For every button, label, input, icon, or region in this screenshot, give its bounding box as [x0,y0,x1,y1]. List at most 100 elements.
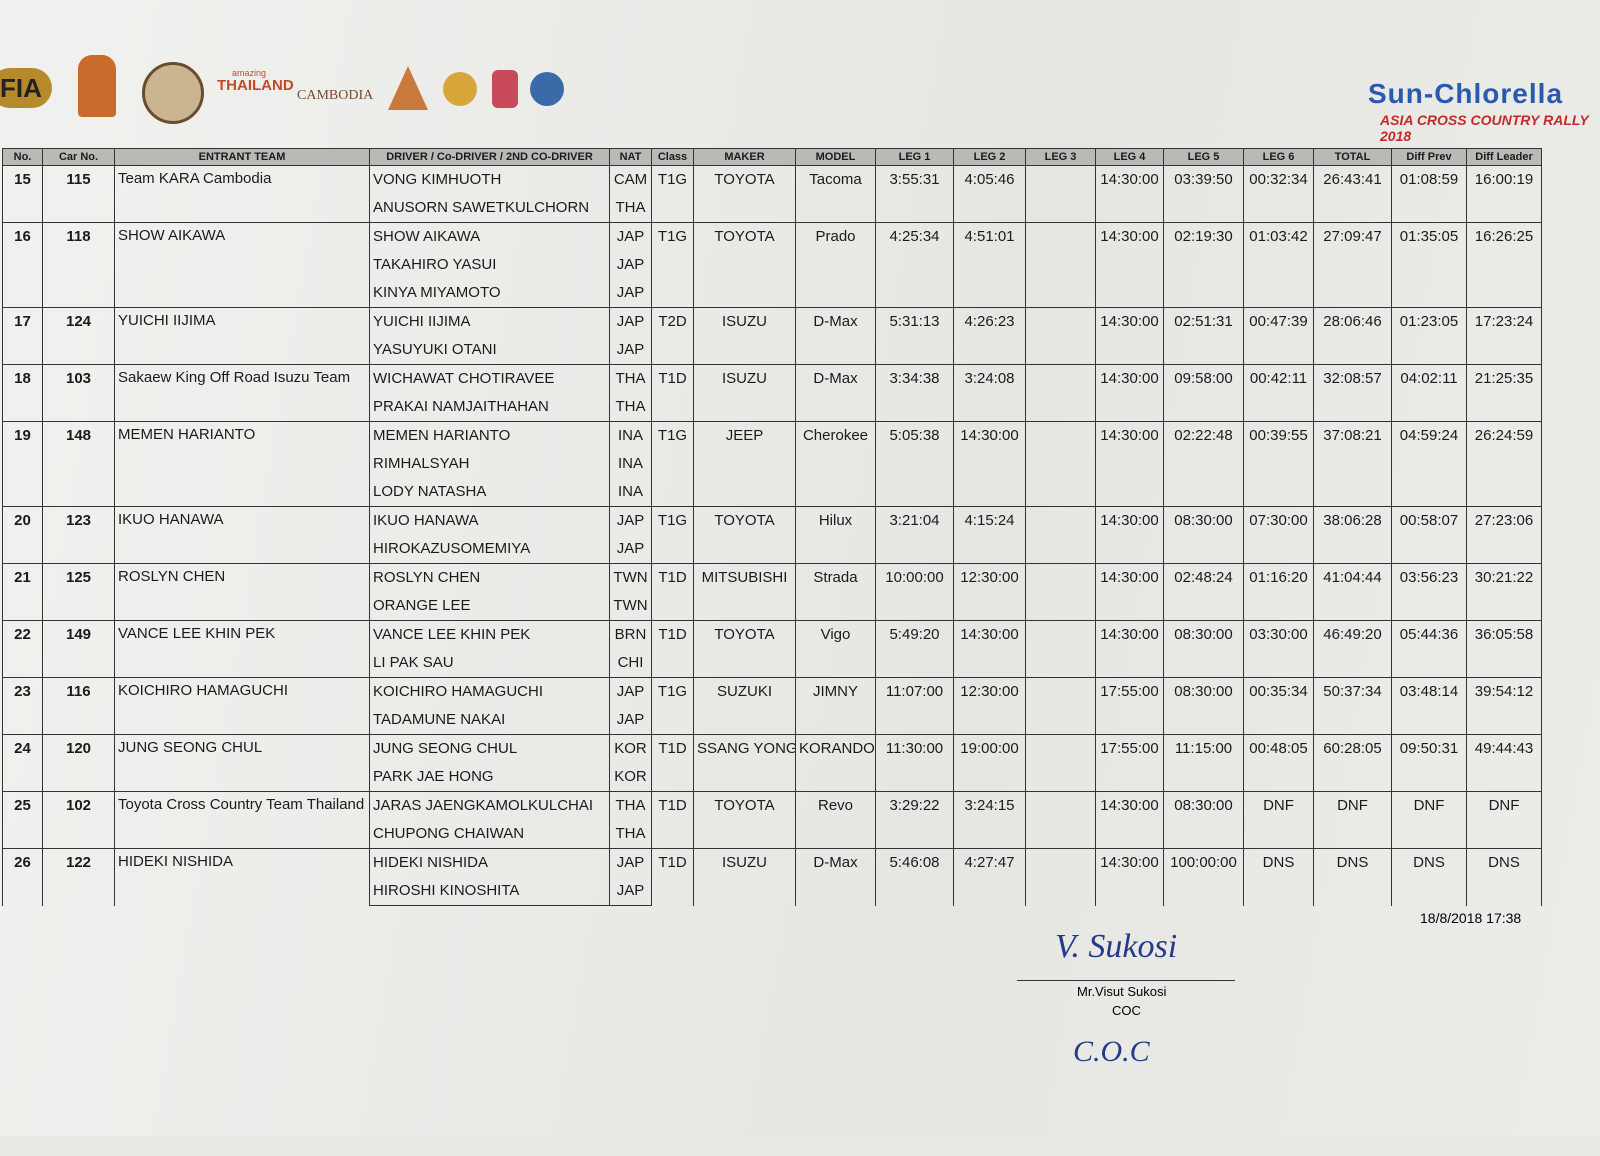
time-diff-leader: 17:23:24 [1466,307,1542,365]
nationality: THA [609,393,652,422]
time-leg6: 03:30:00 [1243,620,1314,678]
empty-cell [1025,165,1096,223]
time-leg1: 3:21:04 [875,506,954,564]
car-number: 149 [42,620,115,678]
time-leg1: 10:00:00 [875,563,954,621]
time-leg2: 14:30:00 [953,620,1026,678]
column-header: ENTRANT TEAM [114,148,370,166]
driver-name: IKUO HANAWA [369,506,610,535]
time-diff-leader: 39:54:12 [1466,677,1542,735]
column-header: No. [2,148,43,166]
nationality: THA [609,364,652,393]
time-diff-prev: 01:23:05 [1391,307,1467,365]
table-row: PARK JAE HONG KOR [3,763,1542,792]
entrant-team: MEMEN HARIANTO [114,421,370,507]
time-leg1: 11:07:00 [875,677,954,735]
model: Prado [795,222,876,308]
time-diff-prev: 03:56:23 [1391,563,1467,621]
time-leg2: 14:30:00 [953,421,1026,507]
nationality: KOR [609,763,652,792]
entrant-team: KOICHIRO HAMAGUCHI [114,677,370,735]
entrant-team: YUICHI IIJIMA [114,307,370,365]
entry-number: 16 [2,222,43,308]
maker: TOYOTA [693,222,796,308]
empty-cell [1025,791,1096,849]
driver-name: ANUSORN SAWETKULCHORN [369,194,610,223]
model: JIMNY [795,677,876,735]
time-leg5: 09:58:00 [1163,364,1244,422]
time-leg6: 01:03:42 [1243,222,1314,308]
entry-number: 20 [2,506,43,564]
time-total: 28:06:46 [1313,307,1392,365]
time-total: 26:43:41 [1313,165,1392,223]
table-row: 18 103 Sakaew King Off Road Isuzu Team WICH… [2,364,1542,422]
car-number: 123 [42,506,115,564]
empty-cell [1025,563,1096,621]
time-total: 32:08:57 [1313,364,1392,422]
nationality: JAP [609,307,652,336]
time-leg1: 4:25:34 [875,222,954,308]
time-leg4: 14:30:00 [1095,421,1164,507]
column-header: Diff Prev [1391,148,1467,166]
time-leg5: 08:30:00 [1163,677,1244,735]
time-total: DNF [1313,791,1392,849]
time-leg4: 14:30:00 [1095,307,1164,365]
time-leg1: 5:46:08 [875,848,954,906]
table-row: LI PAK SAU CHI [3,649,1542,678]
results-table: No. Car No. ENTRANT TEAM DRIVER / Co-DRIVER… [2,148,1542,906]
empty-cell [1025,734,1096,792]
time-leg5: 03:39:50 [1163,165,1244,223]
maker: TOYOTA [693,791,796,849]
car-number: 118 [42,222,115,308]
table-row: 16 118 SHOW AIKAWA SHOW AIKAWA JAP T1G TOYOTA P… [2,222,1542,308]
time-total: 60:28:05 [1313,734,1392,792]
entry-number: 15 [2,165,43,223]
time-diff-prev: 01:08:59 [1391,165,1467,223]
table-row: CHUPONG CHAIWAN THA [3,820,1542,849]
class: T1D [651,563,694,621]
table-row: 25 102 Toyota Cross Country Team Thailand J… [2,791,1542,849]
time-leg4: 14:30:00 [1095,848,1164,906]
column-header: LEG 4 [1095,148,1164,166]
emblem [492,70,518,108]
driver-name: KOICHIRO HAMAGUCHI [369,677,610,706]
seal [142,62,204,124]
time-total: 46:49:20 [1313,620,1392,678]
column-header: LEG 1 [875,148,954,166]
driver-name: SHOW AIKAWA [369,222,610,251]
time-leg5: 11:15:00 [1163,734,1244,792]
table-row: TAKAHIRO YASUI JAP [3,251,1542,279]
model: D-Max [795,307,876,365]
car-number: 125 [42,563,115,621]
empty-cell [1025,307,1096,365]
logo-text: amazing [232,68,267,78]
maker: TOYOTA [693,620,796,678]
driver-name: LI PAK SAU [369,649,610,678]
nationality: JAP [609,336,652,365]
time-leg6: 00:47:39 [1243,307,1314,365]
time-leg6: 00:32:34 [1243,165,1314,223]
table-row: 20 123 IKUO HANAWA IKUO HANAWA JAP T1G TOYOTA H… [2,506,1542,564]
car-number: 122 [42,848,115,906]
column-header: Car No. [42,148,115,166]
time-leg4: 14:30:00 [1095,791,1164,849]
entrant-team: ROSLYN CHEN [114,563,370,621]
role: COC [1112,1003,1141,1018]
entry-number: 18 [2,364,43,422]
empty-cell [1025,222,1096,308]
nationality: THA [609,791,652,820]
emblem [78,55,116,117]
column-header: Class [651,148,694,166]
time-leg5: 02:19:30 [1163,222,1244,308]
driver-name: VONG KIMHUOTH [369,165,610,194]
time-total: 27:09:47 [1313,222,1392,308]
class: T1D [651,620,694,678]
time-leg4: 14:30:00 [1095,563,1164,621]
time-leg1: 5:05:38 [875,421,954,507]
model: Strada [795,563,876,621]
entrant-team: Toyota Cross Country Team Thailand [114,791,370,849]
time-leg2: 19:00:00 [953,734,1026,792]
time-diff-prev: 05:44:36 [1391,620,1467,678]
empty-cell [1025,620,1096,678]
